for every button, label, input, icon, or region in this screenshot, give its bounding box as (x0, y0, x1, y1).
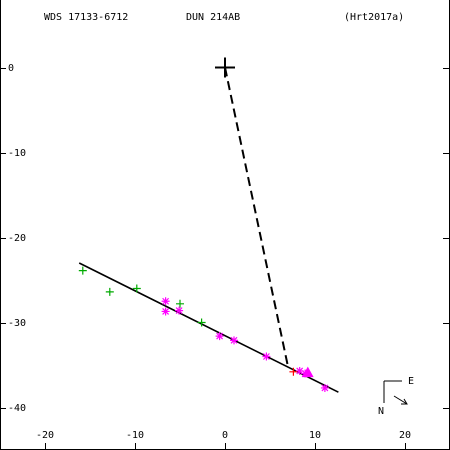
y-tick-label: 0 (8, 63, 14, 74)
x-tick-label: -20 (36, 430, 54, 441)
y-tick-label: -10 (8, 148, 26, 159)
x-tick-label: 0 (222, 430, 228, 441)
compass: E N (378, 376, 414, 417)
magenta-star-marker (230, 336, 238, 345)
red-plus-marker (289, 367, 298, 376)
green-plus-marker (132, 284, 141, 293)
compass-arrow-head (401, 398, 408, 405)
x-tick-label: 10 (309, 430, 321, 441)
node-dashed-line (224, 67, 289, 367)
data-marks (78, 57, 329, 392)
primary-star-marker (215, 57, 235, 78)
green-plus-marker (176, 299, 184, 308)
fit-lines (78, 67, 339, 393)
green-plus-marker (105, 287, 114, 296)
header-reference: (Hrt2017a) (344, 12, 404, 23)
header-pair-name: DUN 214AB (186, 12, 240, 23)
magenta-star-marker (175, 306, 184, 315)
green-plus-marker (78, 266, 87, 275)
magenta-star-marker (262, 352, 271, 361)
magenta-star-marker (215, 332, 224, 341)
compass-arrow-shaft (393, 395, 408, 405)
y-tick-label: -30 (8, 318, 26, 329)
header-wds-id: WDS 17133-6712 (44, 12, 128, 23)
axis-ticks: -20 -10 0 10 20 0 -10 -20 -30 -40 (0, 63, 449, 449)
magenta-star-marker (161, 297, 170, 306)
y-tick-label: -20 (8, 233, 26, 244)
compass-north-label: N (378, 406, 384, 417)
magenta-triangle-marker (301, 366, 314, 378)
x-tick-label: -10 (126, 430, 144, 441)
magenta-star-marker (295, 366, 304, 375)
compass-east-label: E (408, 376, 414, 387)
orbit-line (78, 262, 339, 393)
x-tick-label: 20 (399, 430, 411, 441)
green-plus-marker (197, 318, 206, 327)
magenta-star-marker (161, 307, 170, 316)
magenta-star-marker (320, 383, 329, 392)
y-tick-label: -40 (8, 403, 26, 414)
